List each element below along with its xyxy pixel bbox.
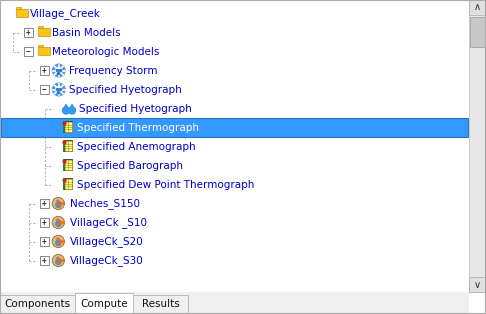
Text: Specified Barograph: Specified Barograph — [77, 161, 183, 171]
Polygon shape — [56, 200, 60, 204]
Bar — [39, 237, 49, 246]
Text: +: + — [42, 66, 46, 75]
Bar — [63, 160, 72, 171]
Circle shape — [56, 68, 62, 73]
Circle shape — [63, 107, 69, 114]
Bar — [469, 277, 486, 292]
Circle shape — [56, 259, 61, 264]
Bar — [470, 17, 485, 47]
Bar — [133, 295, 188, 314]
Polygon shape — [69, 105, 74, 109]
Text: +: + — [42, 218, 46, 227]
Circle shape — [52, 83, 65, 96]
Circle shape — [69, 107, 75, 114]
Bar — [38, 47, 50, 55]
Bar — [65, 160, 72, 170]
Bar — [39, 256, 49, 265]
Text: Results: Results — [141, 299, 179, 309]
Circle shape — [52, 64, 65, 77]
Circle shape — [56, 203, 61, 208]
Bar — [38, 28, 50, 35]
Bar — [39, 199, 49, 208]
Bar — [23, 47, 33, 56]
Polygon shape — [56, 219, 60, 223]
Bar — [65, 122, 72, 132]
Bar — [63, 140, 72, 151]
Bar — [65, 179, 72, 189]
Circle shape — [52, 197, 65, 210]
Text: VillageCk_S20: VillageCk_S20 — [70, 236, 144, 247]
Text: Neches_S150: Neches_S150 — [70, 198, 140, 209]
Bar — [63, 122, 65, 133]
Text: ∨: ∨ — [474, 279, 481, 290]
Bar — [39, 85, 49, 94]
Text: +: + — [42, 199, 46, 208]
Bar — [16, 7, 21, 9]
Bar — [38, 45, 43, 47]
Bar — [63, 140, 65, 151]
Circle shape — [56, 221, 61, 226]
Text: Basin Models: Basin Models — [52, 28, 121, 38]
Text: +: + — [42, 256, 46, 265]
Bar — [63, 178, 65, 189]
Bar — [75, 293, 133, 314]
Text: +: + — [42, 237, 46, 246]
Circle shape — [52, 216, 65, 229]
Bar — [65, 141, 72, 151]
Bar — [0, 292, 469, 314]
Text: −: − — [42, 85, 46, 94]
Text: Specified Anemograph: Specified Anemograph — [77, 142, 196, 152]
Bar — [39, 218, 49, 227]
Circle shape — [56, 87, 62, 92]
Polygon shape — [56, 238, 60, 242]
Bar — [0, 295, 75, 314]
Bar — [1, 118, 468, 137]
Text: Village_Creek: Village_Creek — [30, 8, 101, 19]
Bar — [39, 66, 49, 75]
Bar — [63, 160, 65, 171]
Text: Specified Hyetograph: Specified Hyetograph — [79, 104, 192, 114]
Bar — [63, 178, 72, 189]
Text: VillageCk _S10: VillageCk _S10 — [70, 217, 147, 228]
Text: Specified Thermograph: Specified Thermograph — [77, 123, 199, 133]
Bar — [38, 26, 43, 28]
Text: −: − — [26, 47, 30, 56]
Bar — [469, 0, 486, 15]
Polygon shape — [56, 257, 60, 261]
Text: Meteorologic Models: Meteorologic Models — [52, 47, 159, 57]
Text: Compute: Compute — [80, 299, 128, 309]
Circle shape — [52, 235, 65, 248]
Text: Frequency Storm: Frequency Storm — [69, 66, 157, 76]
Text: Specified Dew Point Thermograph: Specified Dew Point Thermograph — [77, 180, 254, 190]
Text: +: + — [26, 28, 30, 37]
Circle shape — [56, 241, 61, 246]
Polygon shape — [64, 105, 69, 109]
Text: ∧: ∧ — [474, 3, 481, 13]
Bar — [63, 122, 72, 133]
Text: Components: Components — [4, 299, 70, 309]
Bar — [469, 0, 486, 292]
Bar — [16, 9, 28, 17]
Circle shape — [52, 254, 65, 267]
Bar — [23, 28, 33, 37]
Text: Specified Hyetograph: Specified Hyetograph — [69, 85, 182, 95]
Text: VillageCk_S30: VillageCk_S30 — [70, 255, 144, 266]
